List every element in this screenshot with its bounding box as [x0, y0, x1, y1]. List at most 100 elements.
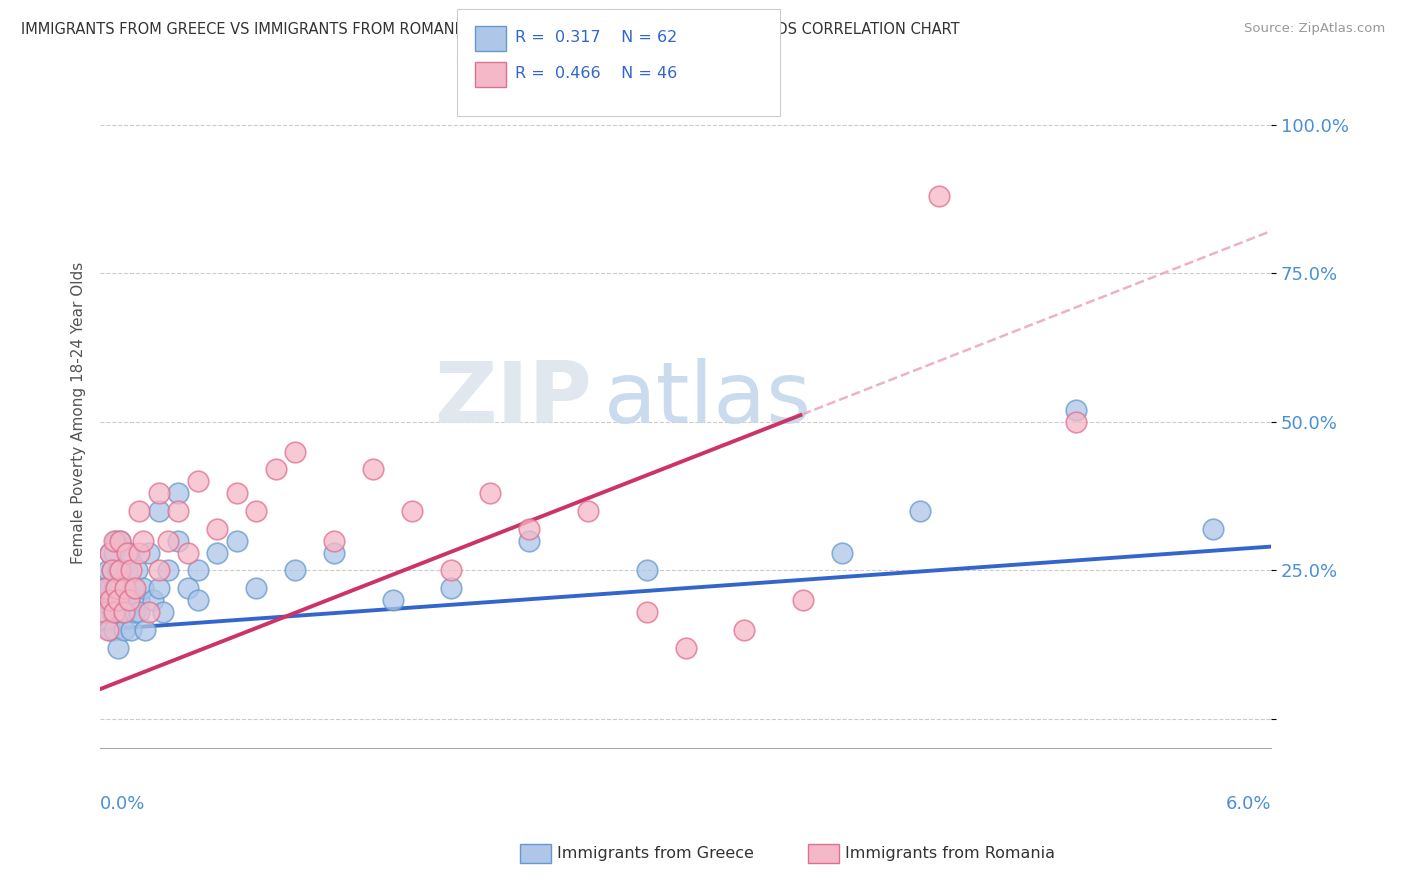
Point: [284, 563, 307, 577]
Point: [157, 533, 180, 548]
Point: [114, 605, 136, 619]
Text: 0.0%: 0.0%: [100, 796, 145, 814]
Point: [104, 581, 127, 595]
Point: [104, 533, 127, 548]
Text: R =  0.317    N = 62: R = 0.317 N = 62: [515, 30, 676, 45]
Point: [108, 563, 131, 577]
Point: [225, 533, 247, 548]
Point: [120, 563, 142, 577]
Point: [127, 563, 149, 577]
Point: [245, 581, 267, 595]
Point: [98, 581, 121, 595]
Point: [101, 605, 124, 619]
Point: [104, 581, 127, 595]
Point: [108, 533, 131, 548]
Point: [107, 593, 129, 607]
Point: [98, 545, 121, 559]
Point: [733, 623, 755, 637]
Text: Immigrants from Greece: Immigrants from Greece: [557, 847, 754, 861]
Point: [148, 504, 170, 518]
Point: [118, 593, 141, 607]
Point: [117, 563, 139, 577]
Point: [97, 593, 120, 607]
Point: [114, 581, 136, 595]
Point: [225, 486, 247, 500]
Point: [112, 605, 135, 619]
Point: [576, 504, 599, 518]
Text: Immigrants from Romania: Immigrants from Romania: [845, 847, 1054, 861]
Point: [1064, 403, 1087, 417]
Point: [124, 605, 146, 619]
Point: [98, 623, 121, 637]
Point: [440, 563, 463, 577]
Point: [134, 623, 156, 637]
Point: [97, 623, 120, 637]
Point: [132, 581, 155, 595]
Point: [118, 593, 141, 607]
Point: [108, 533, 131, 548]
Point: [117, 545, 139, 559]
Point: [148, 486, 170, 500]
Point: [167, 504, 190, 518]
Point: [284, 444, 307, 458]
Point: [120, 623, 142, 637]
Point: [1201, 522, 1223, 536]
Point: [363, 462, 385, 476]
Point: [519, 522, 541, 536]
Point: [831, 545, 853, 559]
Point: [187, 475, 209, 489]
Point: [107, 593, 129, 607]
Point: [128, 504, 150, 518]
Point: [177, 581, 200, 595]
Point: [94, 581, 117, 595]
Point: [107, 563, 129, 577]
Point: [440, 581, 463, 595]
Point: [101, 563, 124, 577]
Point: [94, 605, 117, 619]
Text: ZIP: ZIP: [434, 358, 592, 441]
Point: [98, 593, 121, 607]
Point: [157, 563, 180, 577]
Point: [104, 605, 127, 619]
Point: [205, 545, 228, 559]
Point: [93, 605, 115, 619]
Point: [245, 504, 267, 518]
Point: [177, 545, 200, 559]
Point: [187, 563, 209, 577]
Point: [323, 545, 346, 559]
Point: [636, 563, 658, 577]
Point: [152, 605, 174, 619]
Point: [101, 593, 124, 607]
Point: [103, 605, 125, 619]
Text: 6.0%: 6.0%: [1226, 796, 1271, 814]
Point: [381, 593, 404, 607]
Point: [101, 563, 124, 577]
Point: [636, 605, 658, 619]
Point: [108, 605, 131, 619]
Point: [93, 581, 115, 595]
Point: [132, 533, 155, 548]
Point: [908, 504, 931, 518]
Point: [148, 563, 170, 577]
Point: [124, 581, 146, 595]
Point: [97, 563, 120, 577]
Text: R =  0.466    N = 46: R = 0.466 N = 46: [515, 66, 676, 80]
Text: Source: ZipAtlas.com: Source: ZipAtlas.com: [1244, 22, 1385, 36]
Point: [118, 545, 141, 559]
Point: [128, 593, 150, 607]
Text: IMMIGRANTS FROM GREECE VS IMMIGRANTS FROM ROMANIA FEMALE POVERTY AMONG 18-24 YEA: IMMIGRANTS FROM GREECE VS IMMIGRANTS FRO…: [21, 22, 960, 37]
Point: [264, 462, 287, 476]
Point: [103, 533, 125, 548]
Point: [112, 593, 135, 607]
Point: [1064, 415, 1087, 429]
Point: [519, 533, 541, 548]
Point: [167, 533, 190, 548]
Point: [103, 545, 125, 559]
Point: [142, 593, 165, 607]
Point: [108, 563, 131, 577]
Point: [128, 605, 150, 619]
Point: [205, 522, 228, 536]
Point: [148, 581, 170, 595]
Point: [928, 189, 950, 203]
Point: [108, 581, 131, 595]
